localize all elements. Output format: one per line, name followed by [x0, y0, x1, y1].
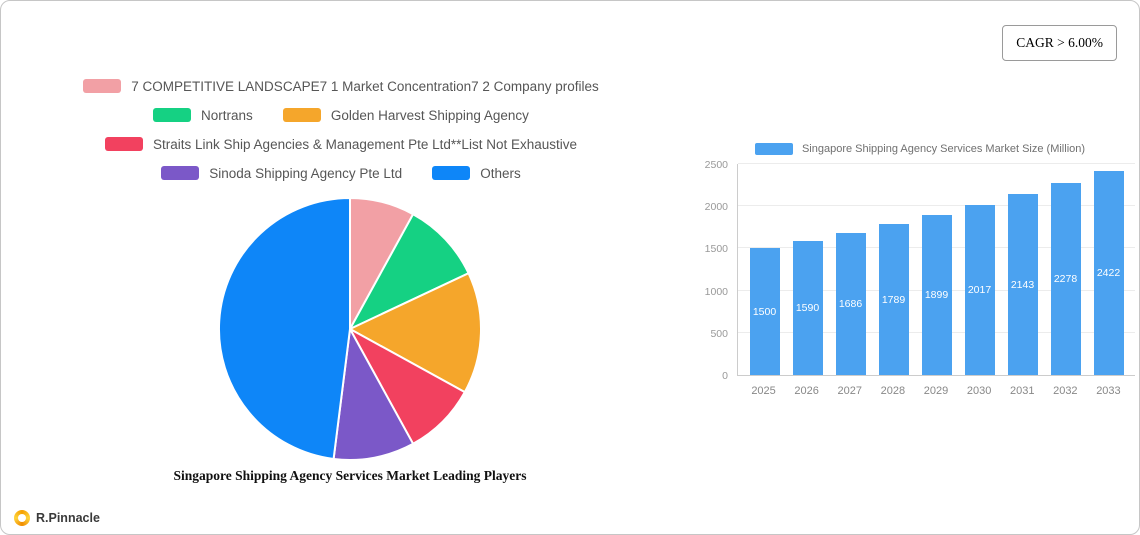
bar[interactable]: 1899 — [921, 214, 952, 375]
bar-value-label: 2143 — [1010, 278, 1035, 291]
pie-chart — [213, 192, 487, 466]
legend-swatch — [83, 79, 122, 93]
bar-legend-swatch — [754, 143, 793, 155]
bar-value-label: 2422 — [1096, 266, 1121, 279]
cagr-label: CAGR > 6.00% — [1016, 35, 1103, 50]
legend-item[interactable]: Golden Harvest Shipping Agency — [282, 107, 529, 123]
legend-label: Golden Harvest Shipping Agency — [330, 107, 529, 123]
bar[interactable]: 1500 — [749, 248, 780, 375]
brand-icon — [14, 510, 30, 526]
pie-svg — [217, 196, 482, 461]
bar-column: 2278 — [1044, 164, 1087, 375]
x-axis-label: 2028 — [880, 385, 906, 397]
bar-value-label: 1789 — [881, 293, 906, 306]
x-axis-label: 2032 — [1053, 385, 1078, 397]
y-axis-label: 0 — [722, 370, 728, 382]
bar[interactable]: 2017 — [964, 204, 995, 375]
x-axis-label: 2031 — [1009, 385, 1035, 397]
bar-column: 2017 — [958, 164, 1001, 375]
bar-column: 2143 — [1001, 164, 1044, 375]
cagr-badge: CAGR > 6.00% — [1002, 25, 1117, 61]
legend-row: Sinoda Shipping Agency Pte Ltd Others — [9, 162, 673, 184]
bar-column: 1686 — [829, 164, 872, 375]
legend-label: Others — [480, 165, 521, 181]
bar-column: 1789 — [872, 164, 915, 375]
x-axis-label: 2033 — [1096, 385, 1121, 397]
legend-item[interactable]: Others — [432, 166, 521, 181]
bar[interactable]: 1686 — [835, 232, 866, 375]
x-axis-label: 2029 — [923, 385, 949, 397]
bar-chart-legend[interactable]: Singapore Shipping Agency Services Marke… — [701, 143, 1139, 155]
bar[interactable]: 2278 — [1050, 182, 1081, 375]
pie-slice[interactable] — [347, 271, 482, 394]
bar-column: 2422 — [1087, 164, 1130, 375]
legend-swatch — [153, 108, 192, 122]
y-axis-label: 2000 — [704, 201, 728, 214]
bar-value-label: 1590 — [795, 301, 820, 314]
y-axis-label: 500 — [710, 327, 728, 340]
bar-column: 1500 — [743, 164, 786, 375]
x-axis-label: 2026 — [794, 385, 819, 397]
brand-name: R.Pinnacle — [36, 511, 100, 525]
legend-swatch — [105, 137, 143, 151]
bar[interactable]: 1590 — [792, 240, 823, 375]
gridline — [738, 163, 1135, 164]
pie-slice[interactable] — [347, 212, 470, 332]
bar[interactable]: 2143 — [1007, 194, 1038, 375]
legend-swatch — [161, 166, 200, 180]
legend-label: Straits Link Ship Agencies & Management … — [153, 136, 577, 152]
bar-value-label: 2278 — [1053, 272, 1078, 285]
x-axis-label: 2027 — [837, 385, 863, 397]
x-axis-label: 2030 — [966, 385, 992, 397]
y-axis-label: 1000 — [704, 285, 728, 298]
legend-row: Nortrans Golden Harvest Shipping Agency — [9, 104, 673, 126]
legend-item[interactable]: 7 COMPETITIVE LANDSCAPE7 1 Market Concen… — [83, 78, 599, 94]
legend-label: Nortrans — [201, 107, 253, 123]
legend-item[interactable]: Nortrans — [153, 108, 253, 123]
bar-chart: Singapore Shipping Agency Services Marke… — [701, 143, 1139, 397]
pie-title: Singapore Shipping Agency Services Marke… — [173, 468, 527, 483]
bar[interactable]: 1789 — [878, 224, 909, 375]
bar-value-label: 2017 — [967, 283, 992, 296]
legend-item[interactable]: Sinoda Shipping Agency Pte Ltd — [161, 166, 402, 181]
bar-y-axis: 0 500 1000 1500 2000 2500 — [701, 159, 737, 382]
bar-value-label: 1500 — [752, 305, 777, 318]
bar-value-label: 1686 — [838, 297, 863, 310]
bar[interactable]: 2422 — [1093, 170, 1124, 375]
pie-slice[interactable] — [332, 325, 415, 461]
pie-legend: 7 COMPETITIVE LANDSCAPE7 1 Market Concen… — [9, 75, 673, 191]
bar-column: 1590 — [786, 164, 829, 375]
legend-label: 7 COMPETITIVE LANDSCAPE7 1 Market Concen… — [131, 78, 599, 94]
gridline — [738, 205, 1135, 207]
legend-swatch — [282, 108, 321, 122]
brand-logo: R.Pinnacle — [14, 510, 100, 526]
bar-column: 1899 — [915, 164, 958, 375]
legend-label: Sinoda Shipping Agency Pte Ltd — [209, 165, 403, 181]
legend-row: Straits Link Ship Agencies & Management … — [9, 133, 673, 155]
x-axis-label: 2025 — [751, 385, 776, 397]
bar-plot: 1500 1590 1686 1789 1899 2017 2143 2278 2422 — [737, 163, 1135, 376]
legend-item[interactable]: Straits Link Ship Agencies & Management … — [105, 137, 577, 152]
y-axis-label: 1500 — [704, 243, 728, 256]
bar-legend-label: Singapore Shipping Agency Services Marke… — [801, 143, 1086, 155]
pie-slice[interactable] — [217, 196, 351, 461]
bar-value-label: 1899 — [924, 288, 949, 301]
legend-swatch — [432, 166, 471, 180]
y-axis-label: 2500 — [704, 159, 728, 171]
legend-row: 7 COMPETITIVE LANDSCAPE7 1 Market Concen… — [9, 75, 673, 97]
bar-x-axis: 2025 2026 2027 2028 2029 2030 2031 2032 2033 — [737, 376, 1135, 397]
